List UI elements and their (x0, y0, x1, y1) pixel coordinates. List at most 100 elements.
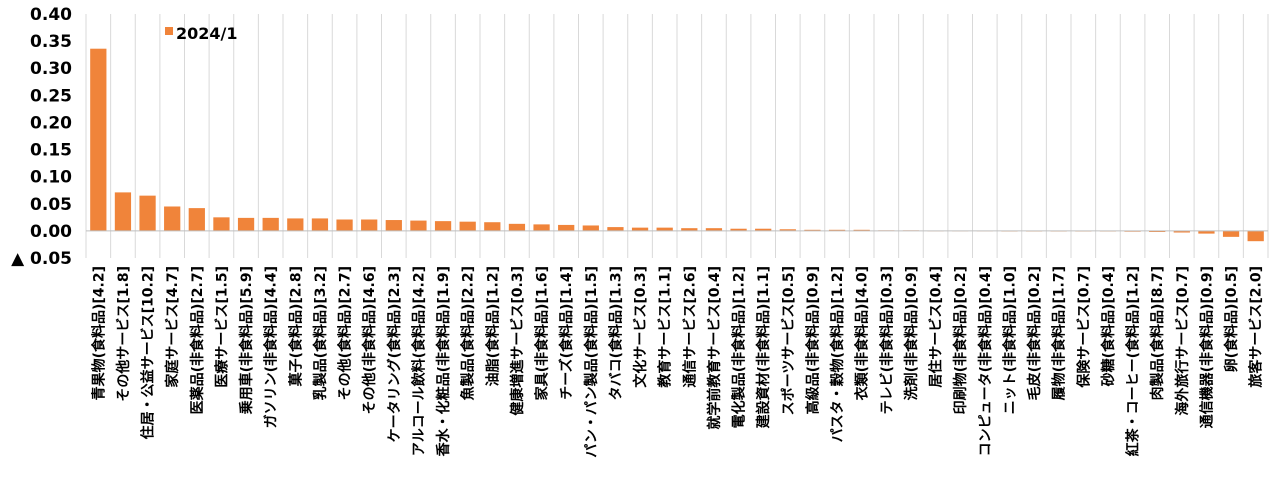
x-category-label: 砂糖(食料品)[0.4] (1100, 266, 1117, 387)
bar (164, 206, 181, 231)
x-category-label: 履物(非食料品)[1.7] (1051, 266, 1068, 400)
x-category-label: その他サービス[1.8] (115, 266, 132, 402)
x-category-label: 衣類(非食料品)[4.0] (854, 266, 871, 400)
bar (607, 227, 624, 231)
x-category-label: 通信サービス[2.6] (681, 266, 698, 388)
bar (484, 222, 501, 231)
bar (779, 229, 796, 231)
x-category-label: 就学前教育サービス[0.4] (706, 266, 723, 430)
x-category-label: スポーツサービス[0.5] (780, 266, 797, 415)
x-category-label: 乗用車(非食料品)[5.9] (238, 266, 255, 415)
x-category-label: 香水・化粧品(非食料品)[1.9] (435, 266, 452, 457)
x-category-label: ガソリン(非食料品)[4.4] (263, 266, 280, 428)
x-category-label: 肉製品(食料品)[8.7] (1149, 266, 1166, 400)
x-category-label: 住居・公益サービス[10.2] (140, 266, 157, 439)
bar (1222, 230, 1240, 237)
x-category-label: 菓子(食料品)[2.8] (287, 266, 304, 387)
bar (558, 224, 575, 231)
x-category-label: パン・パン製品(食料品)[1.5] (583, 266, 600, 458)
bar (1173, 230, 1190, 233)
x-category-label: 建設資材(非食料品)[1.1] (755, 266, 772, 428)
bar (385, 220, 402, 231)
x-category-label: 文化サービス[0.3] (632, 266, 649, 388)
y-tick-label: 0.35 (30, 32, 72, 52)
x-category-label: 教育サービス[1.1] (657, 266, 674, 388)
bar (1198, 230, 1215, 234)
x-category-label: 電化製品(非食料品)[1.2] (731, 266, 748, 428)
bar (1247, 230, 1264, 242)
y-tick-label: 0.25 (30, 86, 72, 106)
bar (90, 48, 107, 231)
x-category-label: テレビ(非食料品)[0.3] (878, 266, 895, 414)
x-category-label: 紅茶・コーヒー(食料品)[1.2] (1125, 266, 1142, 456)
bar (336, 219, 353, 231)
legend-swatch (165, 27, 173, 35)
bar (237, 217, 255, 231)
x-category-label: 医薬品(非食料品)[2.7] (189, 266, 206, 414)
x-category-label: 洗剤(非食料品)[0.9] (903, 266, 920, 400)
bar (139, 195, 156, 231)
bar (533, 224, 550, 231)
bar (804, 229, 821, 231)
x-category-label: タバコ(食料品)[1.3] (607, 266, 624, 400)
bar (631, 227, 649, 231)
x-category-label: 卵(食料品)[0.5] (1223, 266, 1240, 372)
x-category-label: パスタ・穀物(食料品)[1.2] (829, 266, 846, 442)
x-category-label: 家庭サービス[4.7] (164, 266, 181, 388)
legend: 2024/1 (165, 24, 238, 43)
x-category-label: 居住サービス[0.4] (928, 266, 945, 388)
x-category-label: その他(食料品)[2.7] (337, 266, 354, 400)
legend-label: 2024/1 (176, 24, 238, 43)
x-category-label: 魚製品(食料品)[2.2] (460, 266, 477, 400)
bar (410, 220, 427, 231)
x-category-label: 印刷物(非食料品)[0.2] (952, 266, 969, 414)
bar (459, 221, 476, 231)
x-category-label: 乳製品(食料品)[3.2] (312, 266, 329, 400)
bar (262, 217, 279, 231)
x-category-label: 家具(非食料品)[1.6] (534, 266, 551, 400)
x-category-label: 毛皮(非食料品)[0.2] (1026, 266, 1043, 400)
bar (361, 219, 378, 231)
x-category-label: 健康増進サービス[0.3] (509, 266, 526, 416)
y-tick-label: 0.05 (30, 195, 72, 215)
x-category-label: 保険サービス[0.7] (1075, 266, 1092, 389)
x-category-label: ニット(非食料品)[1.0] (1001, 266, 1018, 414)
y-tick-label: 0.20 (30, 113, 72, 133)
x-category-label: 青果物(食料品)[4.2] (90, 266, 107, 400)
bar (508, 223, 526, 231)
bar (656, 227, 673, 231)
x-category-label: アルコール飲料(食料品)[4.2] (410, 266, 427, 456)
x-category-label: 海外旅行サービス[0.7] (1174, 266, 1191, 416)
bar (114, 192, 132, 231)
x-category-label: 通信機器(非食料品)[0.9] (1198, 266, 1215, 428)
x-category-label: 油脂(食料品)[1.2] (484, 266, 501, 386)
x-axis-labels: 青果物(食料品)[4.2] その他サービス[1.8] 住居・公益サービス[10.2]… (90, 266, 1264, 458)
x-category-label: ケータリング(食料品)[2.3] (386, 266, 403, 442)
y-tick-label: 0.00 (30, 222, 72, 242)
y-tick-label: ▲ 0.05 (11, 249, 72, 269)
bar (434, 221, 452, 231)
bar (730, 228, 747, 231)
bar (582, 225, 599, 231)
bar (853, 229, 870, 231)
y-tick-label: 0.15 (30, 141, 72, 161)
bar (213, 217, 230, 231)
bar (681, 228, 698, 231)
bar (828, 229, 846, 231)
y-tick-label: 0.40 (30, 5, 72, 25)
y-tick-label: 0.10 (30, 168, 72, 188)
x-category-label: 旅客サービス[2.0] (1248, 266, 1265, 388)
bar (755, 228, 772, 231)
bar (1149, 230, 1166, 232)
y-axis-ticks: 0.40 0.35 0.30 0.25 0.20 0.15 0.10 0.05 0.00 ▲ 0.… (11, 5, 72, 269)
bar (188, 208, 205, 231)
bar (705, 228, 723, 231)
bar (287, 218, 304, 231)
y-tick-label: 0.30 (30, 59, 72, 79)
x-category-label: チーズ(食料品)[1.4] (558, 266, 575, 400)
bar (311, 218, 329, 231)
x-category-label: 医療サービス[1.5] (213, 266, 230, 388)
x-category-label: コンピュータ(非食料品)[0.4] (977, 266, 994, 456)
x-category-label: 高級品(非食料品)[0.9] (804, 266, 821, 414)
